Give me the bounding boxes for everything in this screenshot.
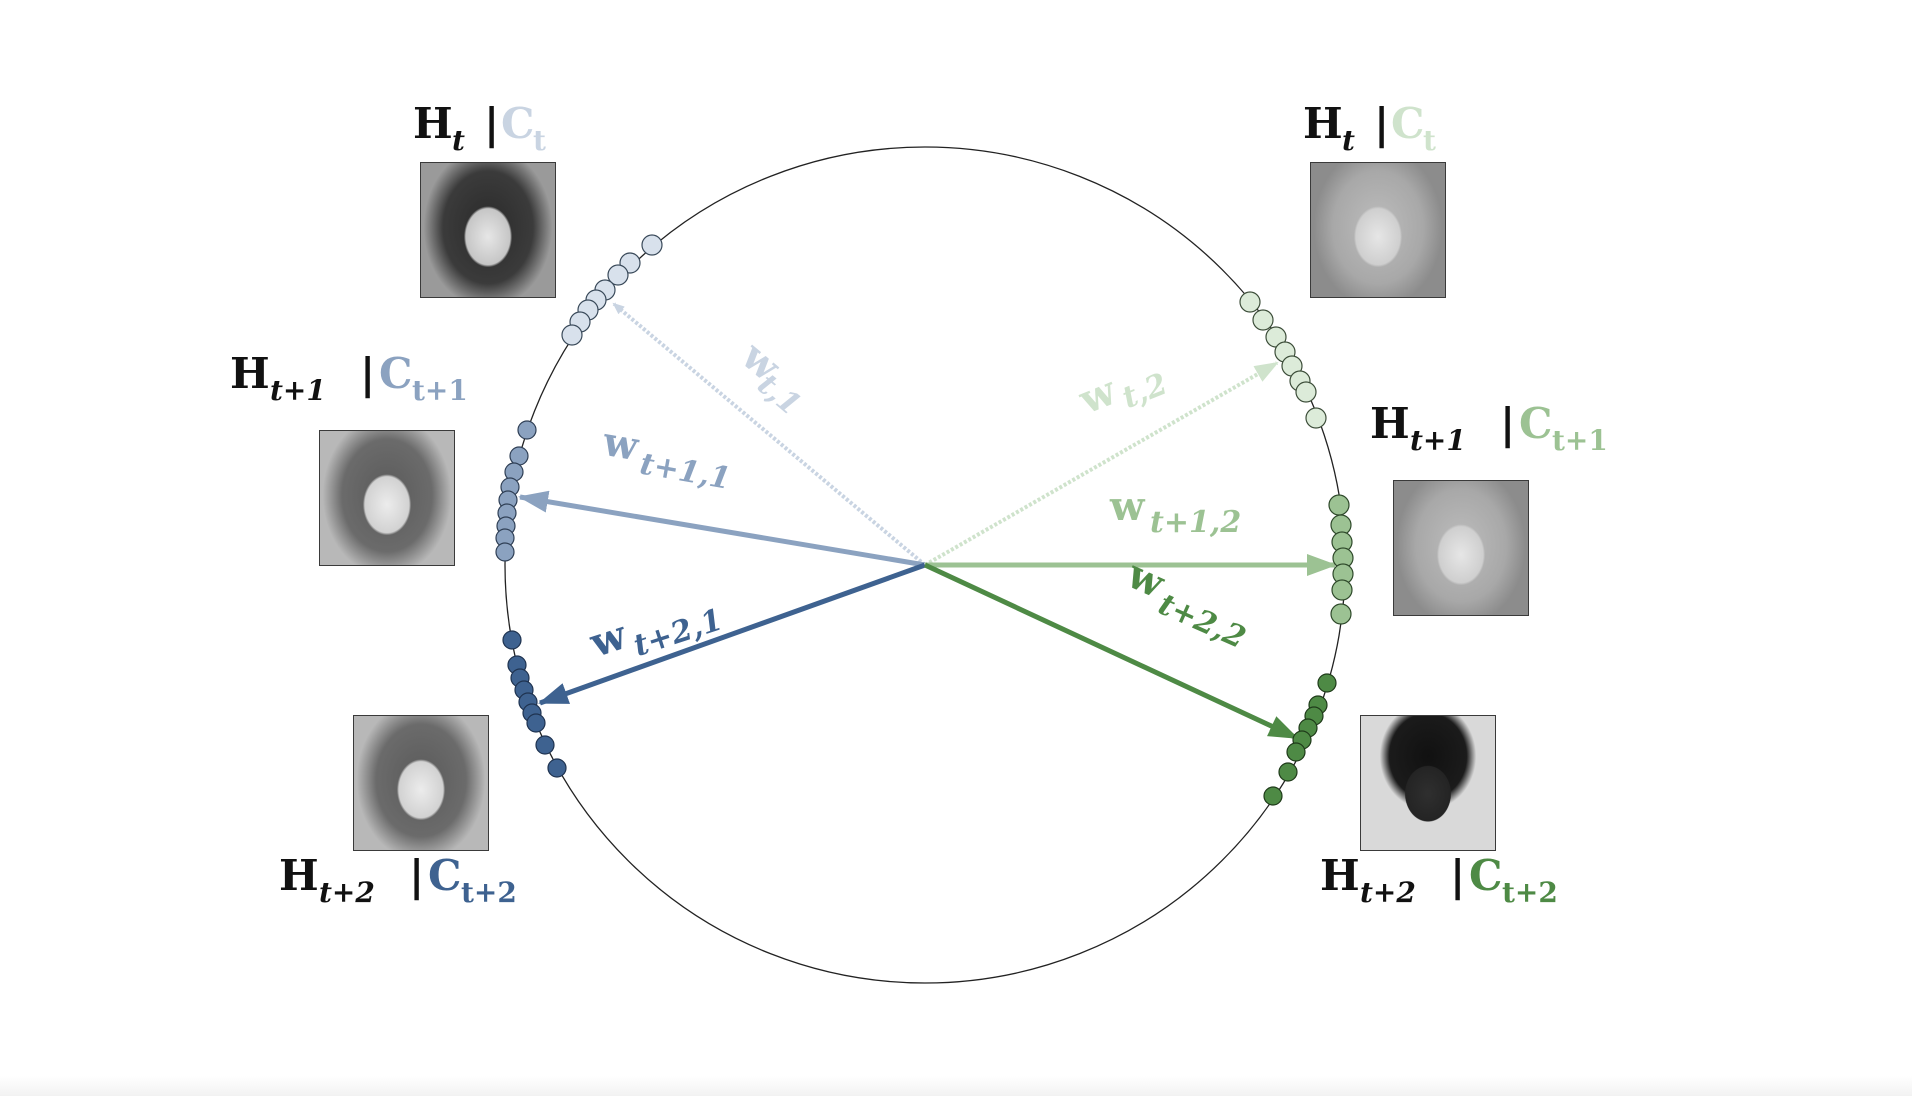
svg-text:t+2,2: t+2,2 — [1153, 587, 1251, 656]
face-thumbnail-t-class1 — [420, 162, 556, 298]
svg-text:C: C — [379, 349, 412, 398]
label-ht1-ct1-left: H t+1 | C t+1 — [230, 349, 468, 407]
svg-text:H: H — [230, 349, 270, 398]
vector-w-t22 — [923, 562, 1299, 741]
svg-text:t: t — [1342, 124, 1355, 157]
svg-text:t+2: t+2 — [1502, 876, 1558, 909]
vector-w-t21 — [538, 562, 926, 706]
svg-text:t+2: t+2 — [319, 876, 375, 909]
cluster-t1-class1 — [495, 420, 537, 562]
cluster-t-class2 — [1239, 291, 1327, 429]
vector-w-t1 — [612, 302, 927, 567]
face-thumbnail-t2-class1 — [353, 715, 489, 851]
svg-text:t+1,2: t+1,2 — [1150, 505, 1241, 540]
svg-text:t+1: t+1 — [412, 374, 468, 407]
face-thumbnail-t-class2 — [1310, 162, 1446, 298]
vector-w-t11 — [518, 490, 926, 568]
svg-text:C: C — [501, 99, 534, 148]
svg-text:t: t — [1423, 124, 1436, 157]
vector-w-t2 — [924, 361, 1279, 567]
svg-text:H: H — [279, 851, 319, 900]
cluster-t1-class2 — [1328, 494, 1354, 625]
svg-text:t+2: t+2 — [461, 876, 517, 909]
svg-text:|: | — [360, 349, 375, 398]
svg-text:|: | — [484, 99, 499, 148]
face-thumbnail-t1-class2 — [1393, 480, 1529, 616]
bottom-bar — [0, 1076, 1912, 1096]
svg-text:C: C — [1519, 399, 1552, 448]
svg-text:|: | — [409, 851, 424, 900]
label-ht2-ct2-left: H t+2 | C t+2 — [279, 851, 517, 909]
label-ht-ct-right: H t | C t — [1303, 99, 1436, 157]
svg-text:H: H — [413, 99, 453, 148]
svg-text:|: | — [1450, 851, 1465, 900]
svg-text:H: H — [1370, 399, 1410, 448]
svg-text:C: C — [1391, 99, 1424, 148]
svg-text:t+1: t+1 — [1552, 424, 1608, 457]
svg-text:H: H — [1320, 851, 1360, 900]
svg-text:t: t — [452, 124, 465, 157]
svg-text:C: C — [1469, 851, 1502, 900]
svg-text:t,2: t,2 — [1117, 367, 1172, 416]
svg-text:|: | — [1500, 399, 1515, 448]
cluster-t2-class1 — [502, 630, 567, 778]
cluster-t-class1 — [561, 234, 663, 346]
svg-text:t+1,1: t+1,1 — [637, 447, 733, 497]
weight-label-t11: w t+1,1 — [599, 418, 734, 497]
svg-text:C: C — [428, 851, 461, 900]
svg-text:t: t — [533, 124, 546, 157]
svg-text:w: w — [1109, 483, 1146, 530]
label-ht1-ct1-right: H t+1 | C t+1 — [1370, 399, 1608, 457]
label-ht-ct-left: H t | C t — [413, 99, 546, 157]
svg-text:t+1: t+1 — [1410, 424, 1466, 457]
svg-text:t+2: t+2 — [1360, 876, 1416, 909]
label-ht2-ct2-right: H t+2 | C t+2 — [1320, 851, 1558, 909]
svg-text:w: w — [584, 611, 634, 667]
svg-text:w: w — [1072, 366, 1124, 423]
svg-text:H: H — [1303, 99, 1343, 148]
svg-text:w: w — [599, 418, 644, 471]
face-thumbnail-t1-class1 — [319, 430, 455, 566]
svg-text:|: | — [1374, 99, 1389, 148]
weight-label-t12: w t+1,2 — [1109, 483, 1241, 540]
weight-label-t2: w t,2 — [1072, 366, 1173, 423]
face-thumbnail-t2-class2 — [1360, 715, 1496, 851]
cluster-t2-class2 — [1263, 673, 1337, 806]
svg-text:t+1: t+1 — [270, 374, 326, 407]
